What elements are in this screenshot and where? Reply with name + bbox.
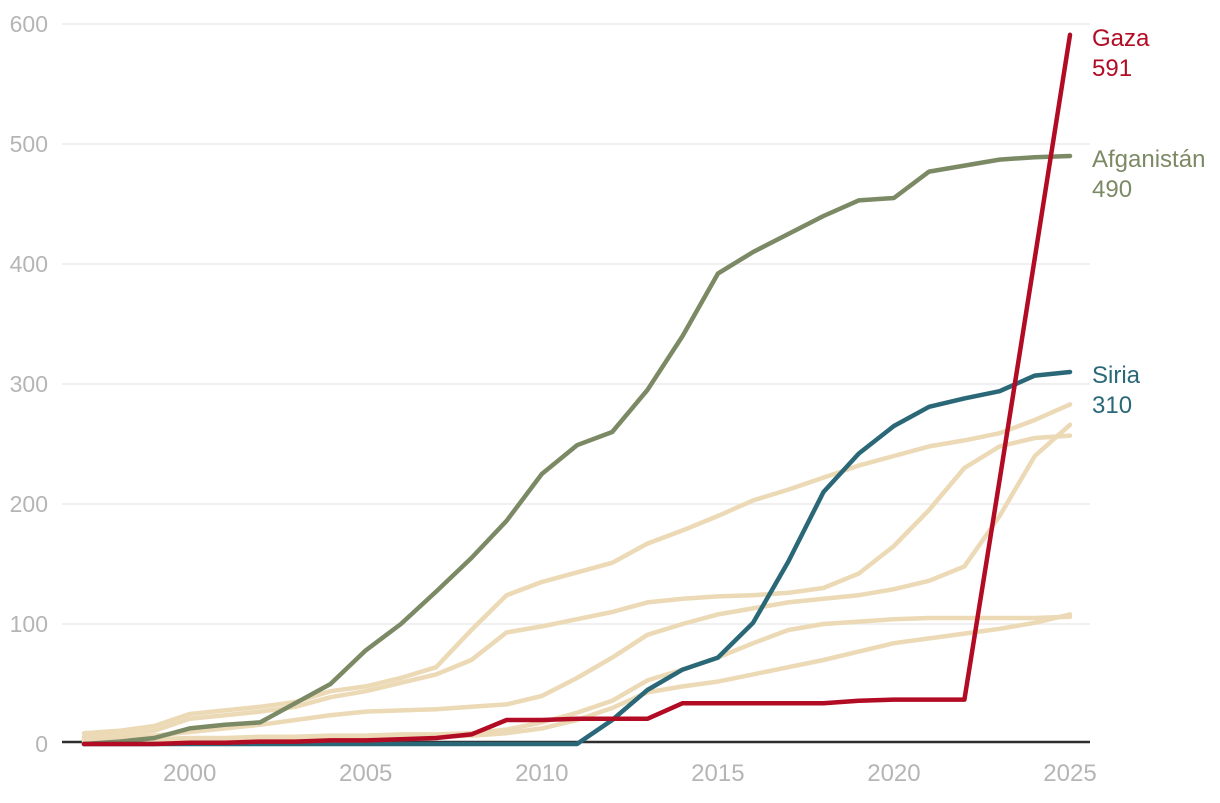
y-tick-label-400: 400: [10, 251, 48, 277]
y-tick-label-500: 500: [10, 131, 48, 157]
x-tick-label-2015: 2015: [691, 760, 744, 787]
context-line-4-line: [81, 614, 1073, 744]
siria-line: [81, 369, 1073, 747]
x-tick-label-2025: 2025: [1043, 760, 1096, 787]
x-tick-label-2020: 2020: [867, 760, 920, 787]
gridlines: [62, 23, 1090, 625]
x-tick-label-2000: 2000: [163, 760, 216, 787]
gaza-label: Gaza: [1092, 25, 1150, 52]
x-tick-label-2010: 2010: [515, 760, 568, 787]
y-tick-label-200: 200: [10, 491, 48, 517]
context-line-3-line: [81, 422, 1073, 742]
end-labels: Afganistán 490 Siria 310 Gaza 591: [1092, 25, 1205, 419]
siria-value: 310: [1092, 392, 1132, 419]
y-tick-label-300: 300: [10, 371, 48, 397]
afganistan-value: 490: [1092, 176, 1132, 203]
context-line-1-line: [81, 402, 1073, 736]
gaza-value: 591: [1092, 55, 1132, 82]
y-axis-labels: 0 100 200 300 400 500 600: [10, 11, 48, 757]
afganistan-label: Afganistán: [1092, 146, 1205, 173]
context-line-2-line: [81, 433, 1073, 740]
y-tick-label-100: 100: [10, 611, 48, 637]
x-tick-label-2005: 2005: [339, 760, 392, 787]
series-lines: [81, 32, 1073, 747]
y-tick-label-600: 600: [10, 11, 48, 37]
y-tick-label-0: 0: [35, 731, 48, 757]
siria-label: Siria: [1092, 362, 1141, 389]
afganistan-line: [81, 153, 1073, 747]
gaza-line: [81, 32, 1073, 747]
x-axis-labels: 2000 2005 2010 2015 2020 2025: [163, 760, 1097, 787]
